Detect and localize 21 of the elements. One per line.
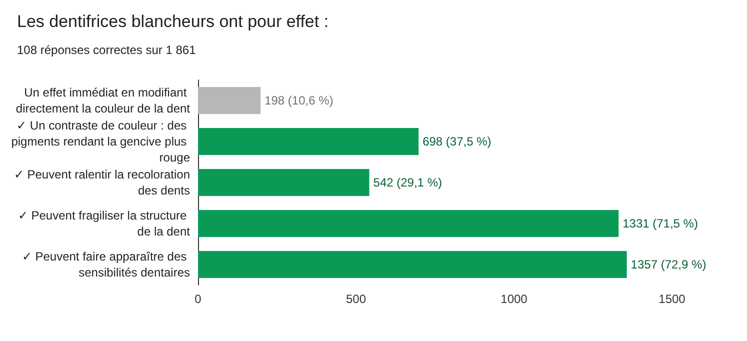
- bar: [198, 128, 419, 155]
- bar: [198, 87, 261, 114]
- bar: [198, 169, 370, 196]
- data-label: 1331 (71,5 %): [622, 216, 698, 230]
- x-tick-label: 1500: [658, 292, 686, 306]
- y-tick-label: ✓ Peuvent ralentir la recoloration des dents: [14, 168, 190, 198]
- bar: [198, 210, 619, 237]
- x-tick-label: 500: [346, 292, 366, 306]
- data-label: 698 (37,5 %): [422, 134, 492, 148]
- data-label: 198 (10,6 %): [264, 94, 334, 108]
- y-tick-label: ✓ Peuvent fragiliser la structure de la dent: [18, 208, 191, 238]
- data-label: 1357 (72,9 %): [630, 258, 706, 272]
- chart-title: Les dentifrices blancheurs ont pour effet :: [17, 12, 329, 31]
- x-tick-label: 1000: [500, 292, 528, 306]
- y-tick-label: Un effet immédiat en modifiant directement la couleur de la dent: [16, 86, 191, 116]
- data-label: 542 (29,1 %): [373, 176, 442, 190]
- x-tick-label: 0: [194, 292, 202, 306]
- y-tick-label: ✓ Peuvent faire apparaître des sensibilités dentaires: [22, 250, 190, 280]
- y-tick-label: ✓ Un contraste de couleur : des pigments rendant la gencive plus rouge: [11, 118, 190, 164]
- bar: [198, 251, 627, 278]
- chart-subtitle: 108 réponses correctes sur 1 861: [17, 43, 196, 57]
